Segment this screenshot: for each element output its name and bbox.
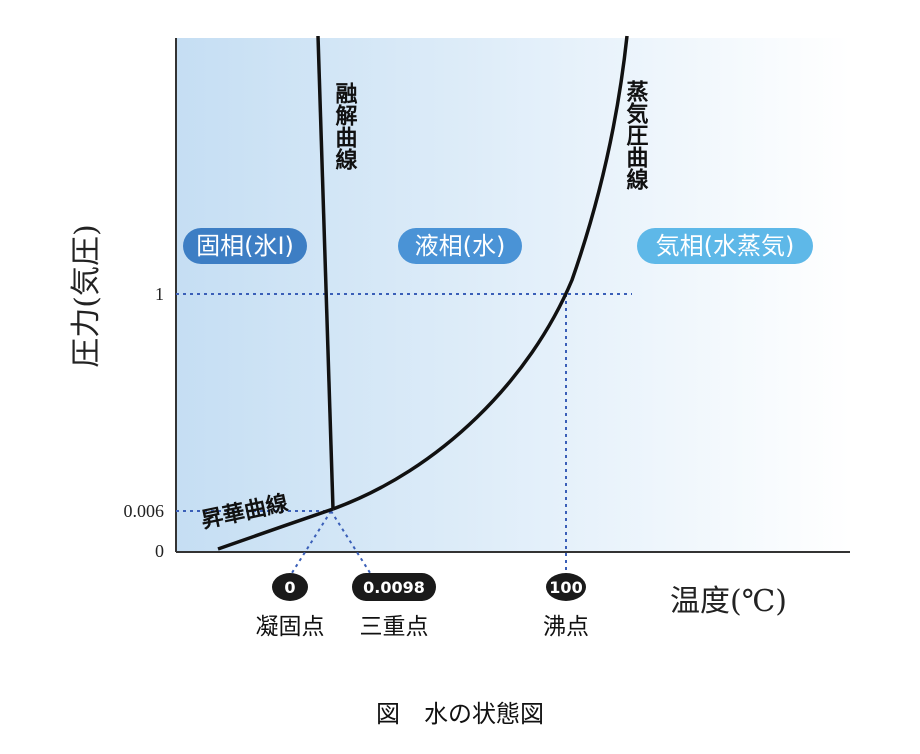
region-gas-pill	[637, 228, 813, 264]
point-triple-name: 三重点	[360, 614, 429, 640]
x-axis-title: 温度(℃)	[670, 584, 787, 619]
region-gas-label: 気相(水蒸気)	[656, 232, 795, 260]
vapor-pressure-curve	[332, 35, 629, 511]
region-gas: 気相(水蒸気)	[637, 228, 813, 264]
region-liquid-pill	[398, 228, 522, 264]
guide-freezing-point	[289, 510, 332, 577]
point-freezing-name: 凝固点	[256, 614, 325, 640]
region-solid-label: 固相(氷I)	[196, 232, 294, 260]
point-freezing: 0 凝固点	[256, 573, 325, 640]
sublimation-curve	[217, 507, 334, 551]
region-liquid: 液相(水)	[398, 228, 522, 264]
point-triple-badge	[352, 573, 436, 601]
region-solid: 固相(氷I)	[183, 228, 307, 264]
melting-curve	[316, 35, 335, 510]
guide-triple-point	[330, 510, 373, 577]
vapor-curve-label: 蒸気圧曲線	[623, 80, 649, 190]
y-tick-1: 1	[155, 284, 164, 304]
point-boiling: 100 沸点	[543, 573, 589, 640]
guide-lines	[176, 293, 632, 577]
melting-curve-label: 融解曲線	[332, 82, 358, 170]
region-solid-pill	[183, 228, 307, 264]
y-tick-0: 0	[155, 541, 164, 561]
point-triple-value: 0.0098	[363, 578, 425, 597]
point-triple: 0.0098 三重点	[352, 573, 436, 640]
point-freezing-value: 0	[284, 578, 295, 597]
figure-caption: 図 水の状態図	[376, 700, 544, 728]
point-boiling-badge	[546, 573, 586, 601]
point-freezing-badge	[272, 573, 308, 601]
point-boiling-name: 沸点	[543, 614, 589, 640]
region-liquid-label: 液相(水)	[415, 232, 506, 260]
y-tick-0006: 0.006	[124, 501, 165, 521]
point-boiling-value: 100	[549, 578, 582, 597]
y-axis-title: 圧力(気圧)	[69, 224, 104, 367]
